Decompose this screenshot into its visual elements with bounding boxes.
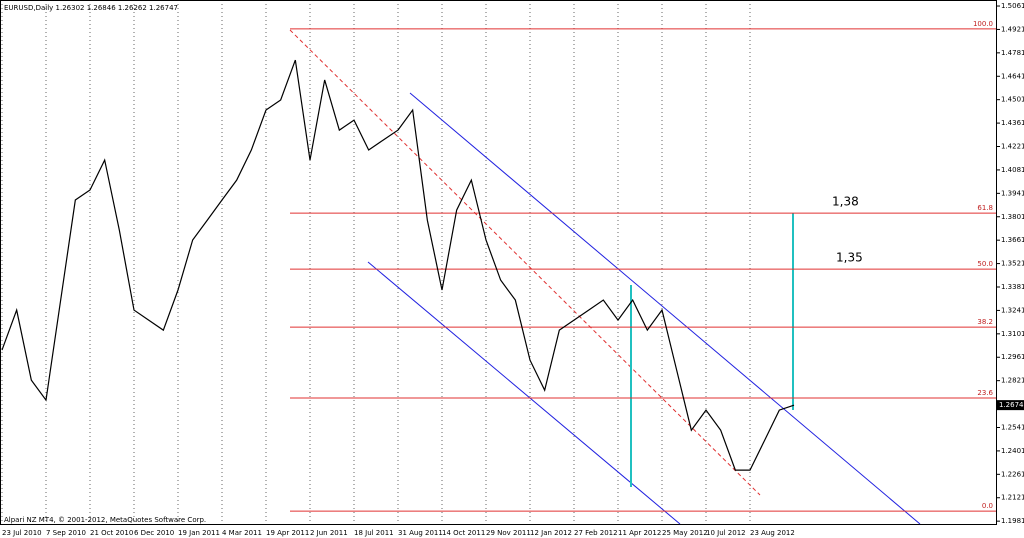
last-price-label: 1.26747: [999, 401, 1024, 409]
x-tick-label: 29 Nov 2011: [486, 529, 531, 537]
x-tick-label: 23 Jul 2010: [2, 529, 42, 537]
x-tick-label: 19 Jan 2011: [178, 529, 220, 537]
chart-title: EURUSD,Daily 1.26302 1.26846 1.26262 1.2…: [4, 4, 178, 12]
y-tick-label: 1.21210: [1001, 494, 1024, 502]
fib-label: 23.6: [977, 389, 993, 397]
channel-lower: [367, 261, 681, 525]
price-line: [1, 59, 795, 471]
y-tick-label: 1.31010: [1001, 330, 1024, 338]
y-tick-label: 1.29610: [1001, 353, 1024, 361]
channel-upper: [409, 92, 921, 525]
y-tick-label: 1.47810: [1001, 49, 1024, 57]
y-tick-label: 1.40810: [1001, 166, 1024, 174]
drawings: [289, 29, 921, 525]
x-tick-label: 4 Mar 2011: [222, 529, 262, 537]
y-tick-label: 1.38010: [1001, 213, 1024, 221]
x-tick-label: 7 Sep 2010: [46, 529, 86, 537]
x-tick-label: 19 Apr 2011: [266, 529, 309, 537]
y-tick-label: 1.36610: [1001, 236, 1024, 244]
fib-label: 38.2: [977, 318, 993, 326]
y-tick-label: 1.28210: [1001, 377, 1024, 385]
x-tick-label: 11 Apr 2012: [618, 529, 661, 537]
x-tick-label: 14 Oct 2011: [442, 529, 485, 537]
x-tick-label: 27 Feb 2012: [574, 529, 618, 537]
plot-frame: [0, 0, 997, 525]
y-tick-label: 1.45010: [1001, 96, 1024, 104]
y-tick-label: 1.46410: [1001, 72, 1024, 80]
x-tick-label: 18 Jul 2011: [354, 529, 394, 537]
x-tick-label: 31 Aug 2011: [398, 529, 443, 537]
y-tick-label: 1.35210: [1001, 260, 1024, 268]
x-tick-label: 25 May 2012: [662, 529, 708, 537]
y-tick-label: 1.42210: [1001, 143, 1024, 151]
x-tick-label: 23 Aug 2012: [750, 529, 795, 537]
x-tick-label: 10 Jul 2012: [706, 529, 746, 537]
y-tick-label: 1.33810: [1001, 283, 1024, 291]
fib-label: 0.0: [982, 502, 993, 510]
trend-line: [289, 29, 761, 496]
fib-label: 50.0: [977, 260, 993, 268]
y-tick-label: 1.32410: [1001, 306, 1024, 314]
y-tick-label: 1.43610: [1001, 119, 1024, 127]
x-tick-label: 6 Dec 2010: [134, 529, 174, 537]
y-tick-label: 1.22610: [1001, 470, 1024, 478]
y-tick-label: 1.50610: [1001, 2, 1024, 10]
y-tick-label: 1.19810: [1001, 517, 1024, 525]
x-tick-label: 2 Jun 2011: [310, 529, 348, 537]
y-tick-label: 1.24010: [1001, 447, 1024, 455]
y-tick-label: 1.25410: [1001, 423, 1024, 431]
x-tick-label: 21 Oct 2010: [90, 529, 133, 537]
y-tick-label: 1.39410: [1001, 189, 1024, 197]
y-tick-label: 1.49210: [1001, 25, 1024, 33]
fib-label: 61.8: [977, 204, 993, 212]
x-tick-label: 12 Jan 2012: [530, 529, 572, 537]
annotation: 1,38: [832, 195, 859, 209]
annotation: 1,35: [836, 251, 863, 265]
last-price-box: [997, 400, 1024, 411]
footer: Alpari NZ MT4, © 2001-2012, MetaQuotes S…: [4, 516, 206, 524]
fib-label: 100.0: [973, 20, 993, 28]
